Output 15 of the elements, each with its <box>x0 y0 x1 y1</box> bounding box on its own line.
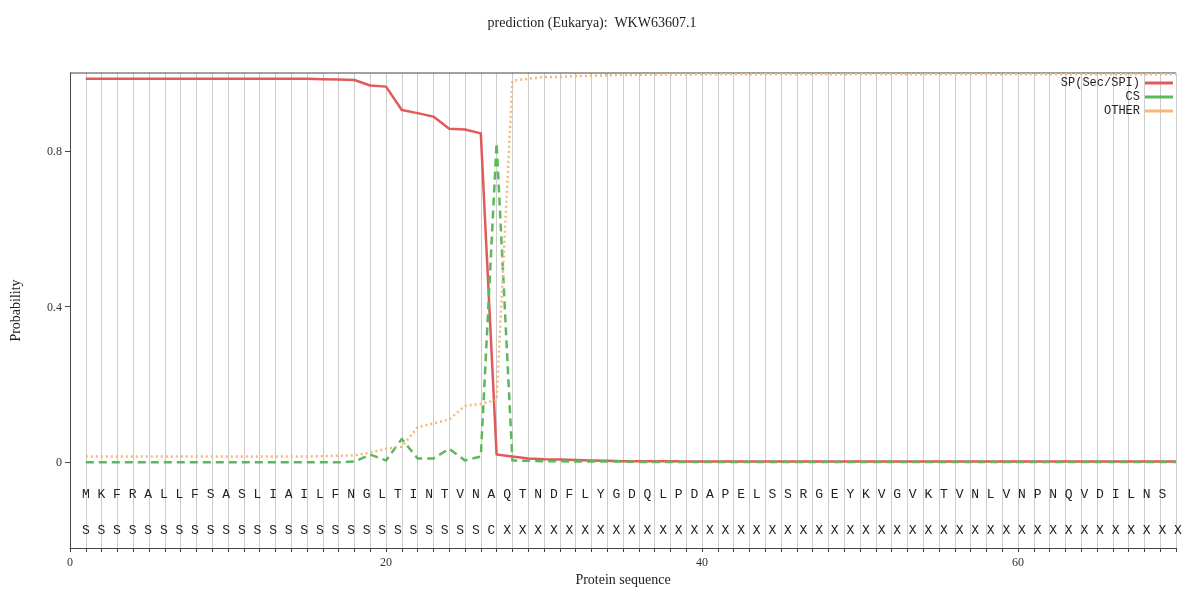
x-tick-label: 20 <box>380 555 392 569</box>
annotation: M K F R A L L F S A S L I A I L F N G L T I N T V N A Q T N D F L Y G D Q L P D A P E L S S R G E Y K V G V K T V N L V N P N Q V D I L N S <box>81 487 1167 503</box>
legend-label: OTHER <box>1103 104 1140 118</box>
annotation: S S S S S S S S S S S S S S S S S S S S S S S S S S C X X X X X X X X X X X X X X X X X X X X X X X X X X X X X X X X X X X X X X X X X X X X <box>81 523 1183 539</box>
y-tick-label: 0.4 <box>47 299 62 314</box>
y-axis-title: Probability <box>7 279 23 342</box>
x-axis-title: Protein sequence <box>575 572 671 588</box>
chart-title: prediction (Eukarya): WKW63607.1 <box>487 14 697 31</box>
legend-label: CS <box>1125 90 1140 104</box>
x-tick-label: 0 <box>67 555 73 569</box>
x-tick-label: 40 <box>696 555 708 569</box>
x-tick-label: 60 <box>1012 555 1024 569</box>
legend-label: SP(Sec/SPI) <box>1060 76 1140 90</box>
y-tick-label: 0.8 <box>47 143 62 158</box>
y-tick-label: 0 <box>56 455 62 470</box>
